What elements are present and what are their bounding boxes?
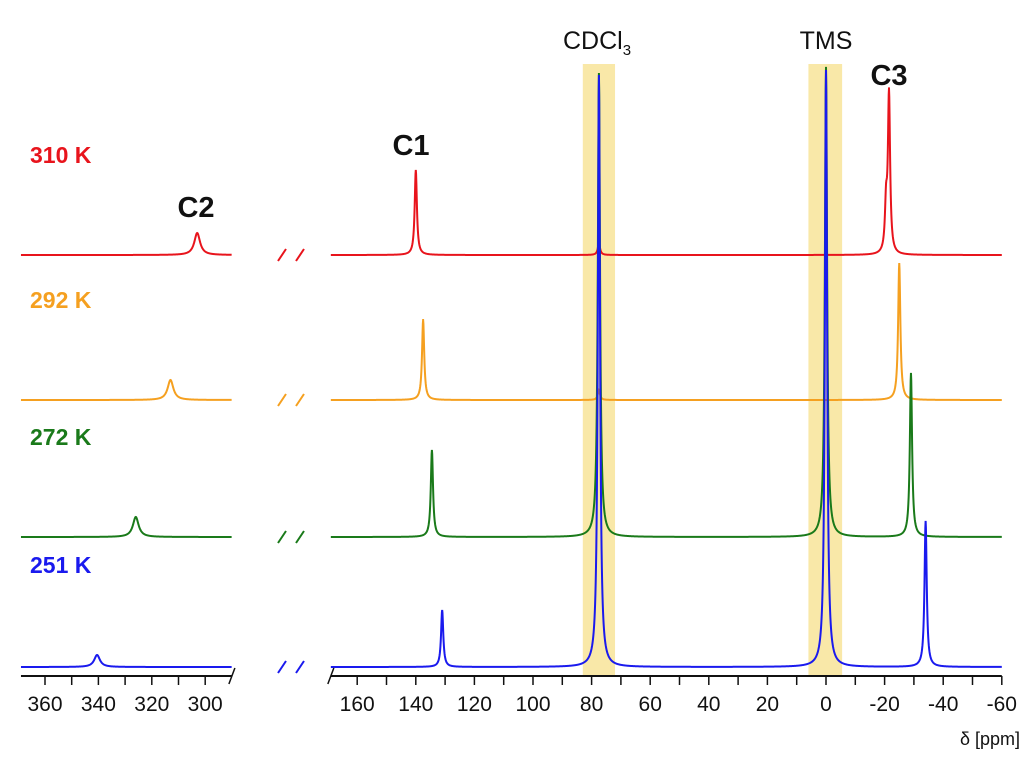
break-mark — [295, 530, 305, 544]
x-tick-label: -60 — [987, 693, 1017, 716]
series-label-310k: 310 K — [30, 142, 92, 168]
spectrum-292k-left — [20, 378, 232, 401]
tms-label: TMS — [800, 27, 853, 55]
break-mark — [295, 393, 305, 407]
spectrum-272k-left — [20, 515, 232, 538]
series-label-251k: 251 K — [30, 552, 92, 578]
x-tick-label: 340 — [81, 693, 116, 716]
x-tick-label: 120 — [457, 693, 492, 716]
x-axis-label: δ [ppm] — [960, 729, 1020, 749]
x-tick-label: 80 — [580, 693, 603, 716]
x-axis: 360 340 320 300 160 140 120 100 80 60 40 20 0 -20 -40 -… — [20, 667, 1017, 716]
spectrum-251k-right — [330, 69, 1002, 668]
labels: 310 K 292 K 272 K 251 K C2 C1 C3 CDCl3 T… — [30, 27, 1020, 749]
break-mark — [277, 248, 287, 262]
spectrum-251k-left — [20, 654, 232, 668]
series-label-292k: 292 K — [30, 287, 92, 313]
peak-label-c3: C3 — [870, 60, 907, 92]
x-tick-label: 140 — [398, 693, 433, 716]
series-label-272k: 272 K — [30, 424, 92, 450]
x-tick-label: -20 — [869, 693, 899, 716]
x-tick-label: 20 — [756, 693, 779, 716]
x-tick-label: 360 — [27, 693, 62, 716]
break-mark — [295, 248, 305, 262]
x-tick-label: 0 — [820, 693, 832, 716]
cdcl3-label: CDCl3 — [563, 27, 631, 59]
spectrum-310k-right — [330, 87, 1002, 256]
break-mark — [277, 530, 287, 544]
spectrum-310k-left — [20, 231, 232, 256]
x-tick-label: 100 — [515, 693, 550, 716]
x-tick-label: 320 — [134, 693, 169, 716]
spectra — [20, 66, 1002, 674]
spectrum-292k-right — [330, 262, 1002, 401]
x-tick-label: 300 — [188, 693, 223, 716]
peak-label-c1: C1 — [392, 130, 429, 162]
x-tick-label: -40 — [928, 693, 958, 716]
highlight-bands — [582, 64, 843, 676]
break-mark — [277, 393, 287, 407]
axis-break-mark — [327, 667, 335, 685]
x-tick-label: 40 — [697, 693, 720, 716]
spectrum-272k-right — [330, 66, 1002, 538]
x-tick-label: 160 — [340, 693, 375, 716]
break-mark — [295, 660, 305, 674]
x-tick-label: 60 — [639, 693, 662, 716]
break-mark — [277, 660, 287, 674]
axis-break-mark — [228, 667, 236, 685]
peak-label-c2: C2 — [177, 192, 214, 224]
